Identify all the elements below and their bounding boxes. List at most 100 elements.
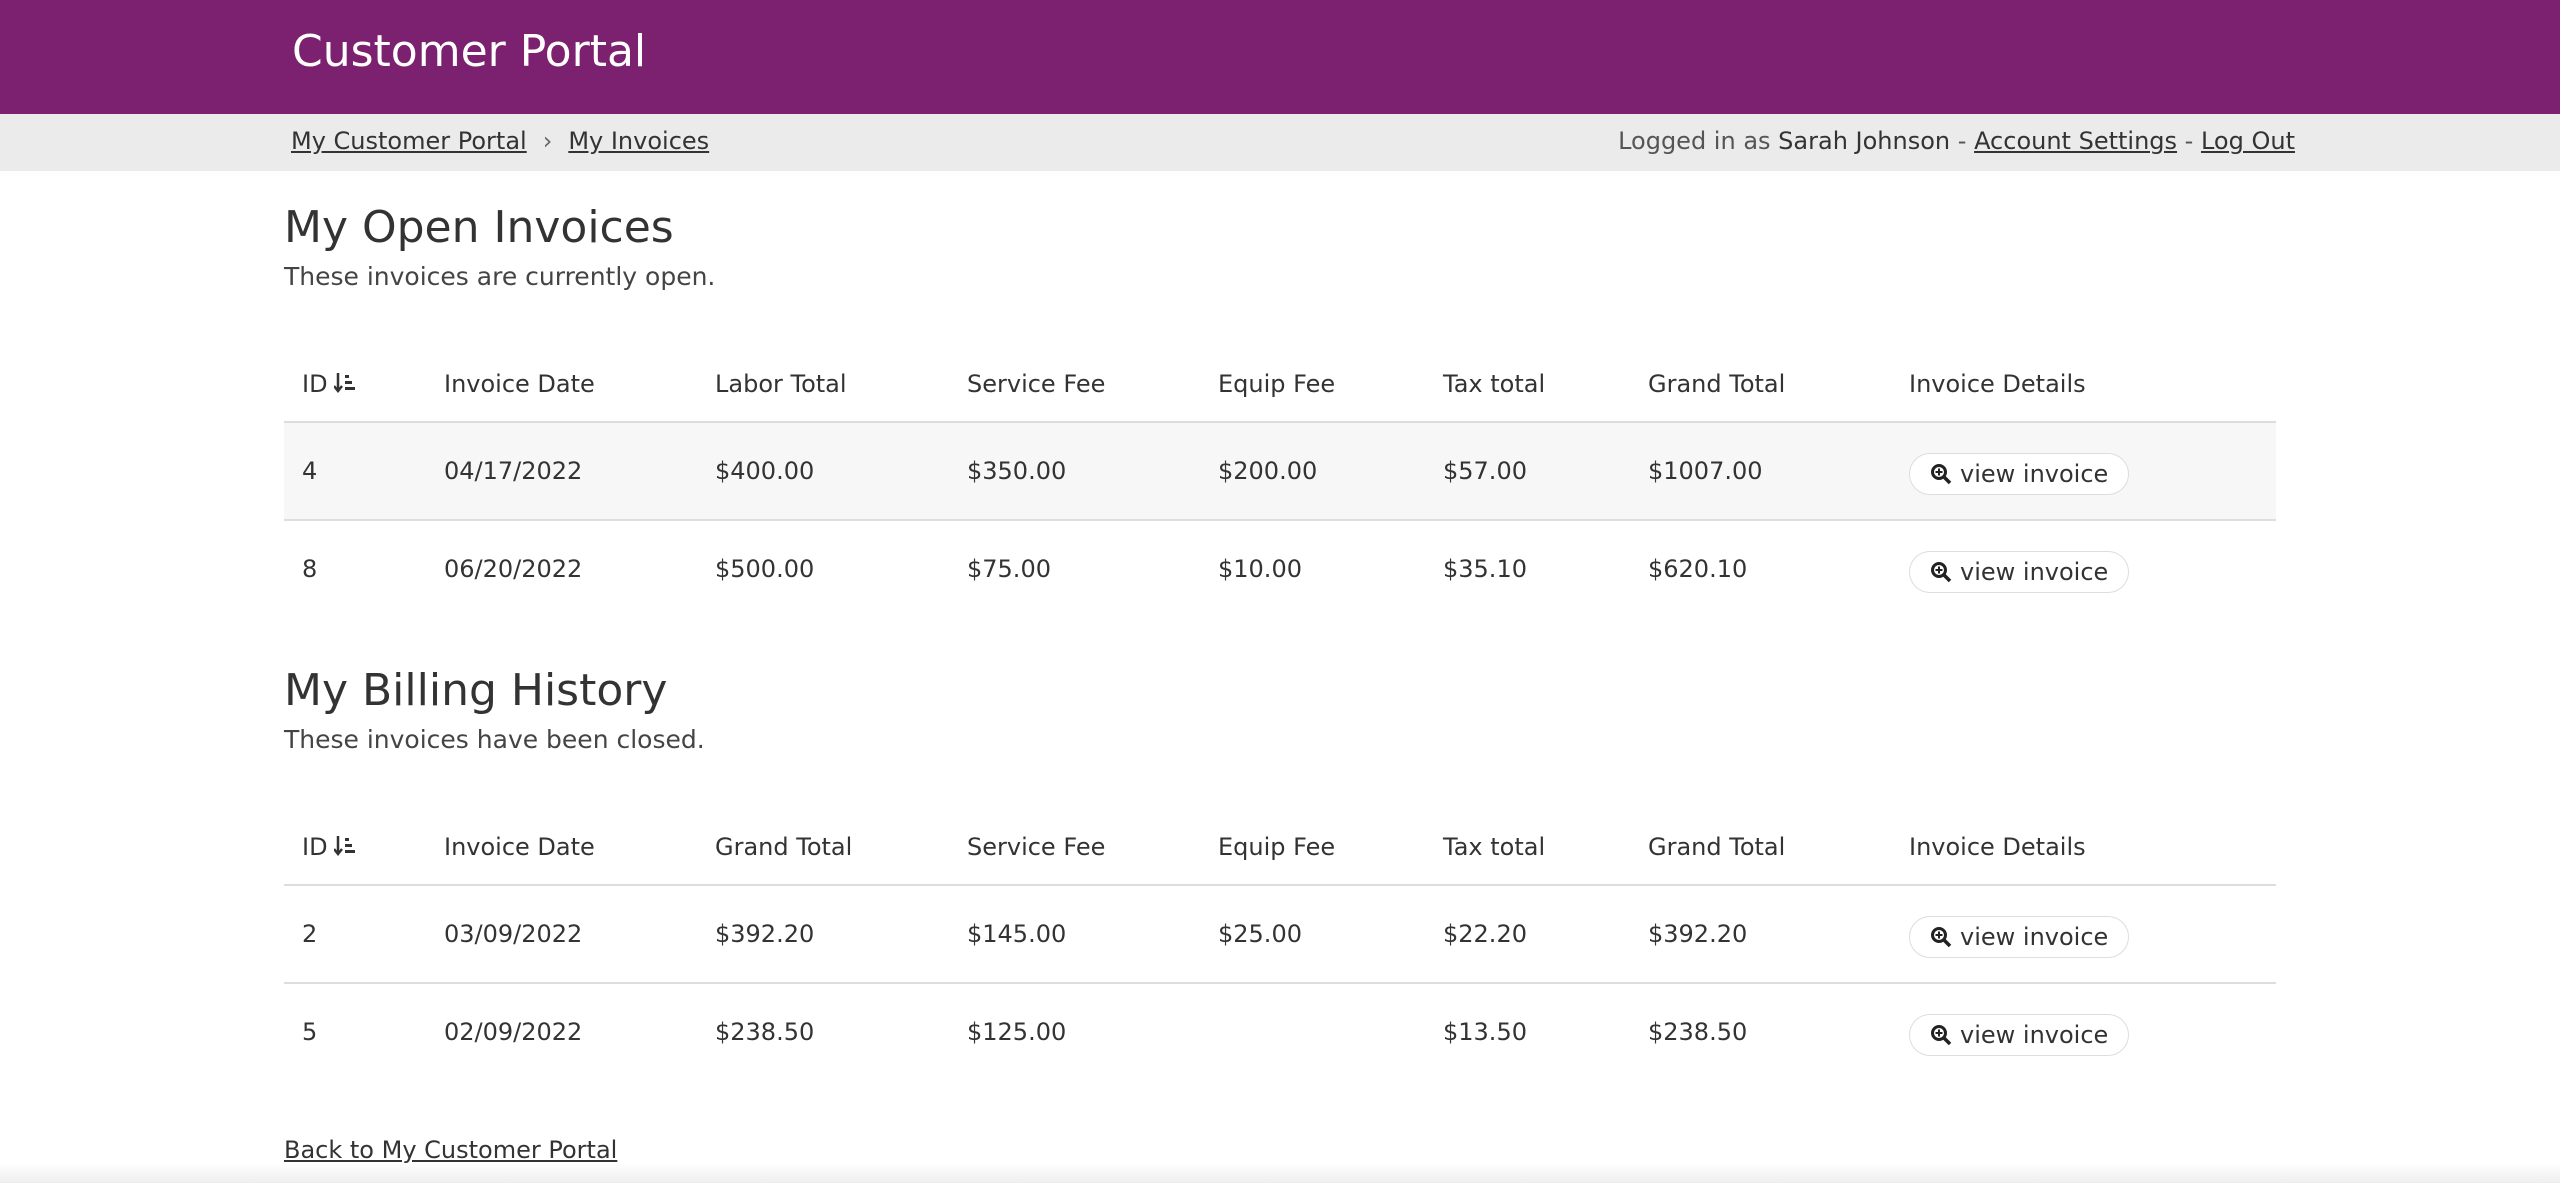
zoom-icon (1931, 464, 1952, 485)
column-header-text: Grand Total (1648, 833, 1786, 861)
cell: $350.00 (949, 422, 1200, 521)
cell: $75.00 (949, 520, 1200, 617)
cell: $238.50 (697, 983, 949, 1080)
site-title: Customer Portal (292, 26, 647, 77)
section: My Billing History These invoices have be… (284, 663, 2276, 1080)
zoom-icon (1931, 1025, 1952, 1046)
cell-text: 04/17/2022 (444, 457, 583, 485)
column-header-text: Labor Total (715, 370, 847, 398)
account-settings-link[interactable]: Account Settings (1974, 127, 2178, 155)
column-header: Invoice Details (1891, 347, 2276, 423)
cell-text: $238.50 (715, 1018, 815, 1046)
cell: $500.00 (697, 520, 949, 617)
cell-text: 02/09/2022 (444, 1018, 583, 1046)
back-link[interactable]: Back to My Customer Portal (284, 1136, 618, 1164)
section-subtitle: These invoices are currently open. (284, 262, 716, 291)
header-row: ID Invoice Date Labor Total Service Fee Equi… (284, 347, 2276, 423)
invoice-row: 8 06/20/2022 $500.00 $75.00 $10.00 $35.10 $620… (284, 520, 2276, 617)
invoice-row: 2 03/09/2022 $392.20 $145.00 $25.00 $22.20 $39… (284, 885, 2276, 984)
column-header: Grand Total (697, 810, 949, 886)
header: Customer Portal (0, 0, 2560, 114)
column-header: ID (284, 810, 426, 886)
cell: 06/20/2022 (426, 520, 697, 617)
button-label: view invoice (1960, 460, 2109, 488)
cell: 8 (284, 520, 426, 617)
column-header-text: Tax total (1443, 370, 1546, 398)
column-header-text: ID (302, 370, 328, 398)
column-header: Labor Total (697, 347, 949, 423)
column-header-text: Service Fee (967, 370, 1106, 398)
view-invoice-button[interactable]: view invoice (1909, 916, 2130, 958)
cell: 5 (284, 983, 426, 1080)
column-header-text: Grand Total (715, 833, 853, 861)
section-title: My Open Invoices (284, 202, 674, 253)
cell-text: 8 (302, 555, 318, 583)
cell-text: $145.00 (967, 920, 1067, 948)
user-info: Logged in as Sarah Johnson - Account Set… (1618, 127, 2295, 155)
cell: view invoice (1891, 983, 2276, 1080)
cell-text: $57.00 (1443, 457, 1527, 485)
breadcrumb-link[interactable]: My Invoices (568, 127, 710, 155)
cell: $200.00 (1200, 422, 1425, 521)
column-header: Grand Total (1630, 347, 1891, 423)
column-header: Invoice Date (426, 347, 697, 423)
column-header-text: Equip Fee (1218, 370, 1336, 398)
cell: $620.10 (1630, 520, 1891, 617)
section-subtitle: These invoices have been closed. (284, 725, 705, 754)
cell: 02/09/2022 (426, 983, 697, 1080)
view-invoice-button[interactable]: view invoice (1909, 1014, 2130, 1056)
cell (1200, 983, 1425, 1080)
cell: $400.00 (697, 422, 949, 521)
column-header: Service Fee (949, 347, 1200, 423)
section: My Open Invoices These invoices are curre… (284, 200, 2276, 617)
cell: 2 (284, 885, 426, 984)
column-header: Invoice Details (1891, 810, 2276, 886)
logout-link[interactable]: Log Out (2200, 127, 2295, 155)
breadcrumb-link[interactable]: My Customer Portal (291, 127, 527, 155)
cell: $392.20 (697, 885, 949, 984)
view-invoice-button[interactable]: view invoice (1909, 453, 2130, 495)
table-head: ID Invoice Date Grand Total Service Fee Equi… (284, 810, 2276, 886)
invoice-table: ID Invoice Date Labor Total Service Fee Equi… (284, 347, 2276, 617)
cell: 4 (284, 422, 426, 521)
cell-text: $620.10 (1648, 555, 1748, 583)
column-header-text: Grand Total (1648, 370, 1786, 398)
column-header-text: Equip Fee (1218, 833, 1336, 861)
zoom-icon (1931, 562, 1952, 583)
column-header: Grand Total (1630, 810, 1891, 886)
cell-text: 03/09/2022 (444, 920, 583, 948)
cell-text: $500.00 (715, 555, 815, 583)
cell-text: $200.00 (1218, 457, 1318, 485)
user-name: Sarah Johnson (1778, 127, 1951, 155)
cell: $10.00 (1200, 520, 1425, 617)
cell-text: $25.00 (1218, 920, 1302, 948)
column-header-text: Invoice Date (444, 370, 595, 398)
cell-text: $1007.00 (1648, 457, 1763, 485)
column-header: Equip Fee (1200, 810, 1425, 886)
table-head: ID Invoice Date Labor Total Service Fee Equi… (284, 347, 2276, 423)
column-header-text: Service Fee (967, 833, 1106, 861)
cell: $125.00 (949, 983, 1200, 1080)
breadcrumb: My Customer Portal › My Invoices (291, 127, 709, 155)
cell: view invoice (1891, 422, 2276, 521)
cell: $238.50 (1630, 983, 1891, 1080)
view-invoice-button[interactable]: view invoice (1909, 551, 2130, 593)
section-title: My Billing History (284, 665, 668, 716)
breadcrumb-bar: My Customer Portal › My Invoices Logged in… (0, 114, 2560, 171)
bottom-shadow (0, 1163, 2560, 1183)
cell: view invoice (1891, 520, 2276, 617)
cell: $392.20 (1630, 885, 1891, 984)
column-header: Equip Fee (1200, 347, 1425, 423)
cell-text: $75.00 (967, 555, 1051, 583)
cell-text: $13.50 (1443, 1018, 1527, 1046)
cell-text: 06/20/2022 (444, 555, 583, 583)
table-body: 2 03/09/2022 $392.20 $145.00 $25.00 $22.20 $39… (284, 885, 2276, 1080)
sort-icon (332, 836, 355, 857)
cell-text: 4 (302, 457, 318, 485)
button-label: view invoice (1960, 558, 2109, 586)
cell-text: $22.20 (1443, 920, 1527, 948)
sort-icon (332, 373, 355, 394)
cell: $145.00 (949, 885, 1200, 984)
invoice-table: ID Invoice Date Grand Total Service Fee Equi… (284, 810, 2276, 1080)
